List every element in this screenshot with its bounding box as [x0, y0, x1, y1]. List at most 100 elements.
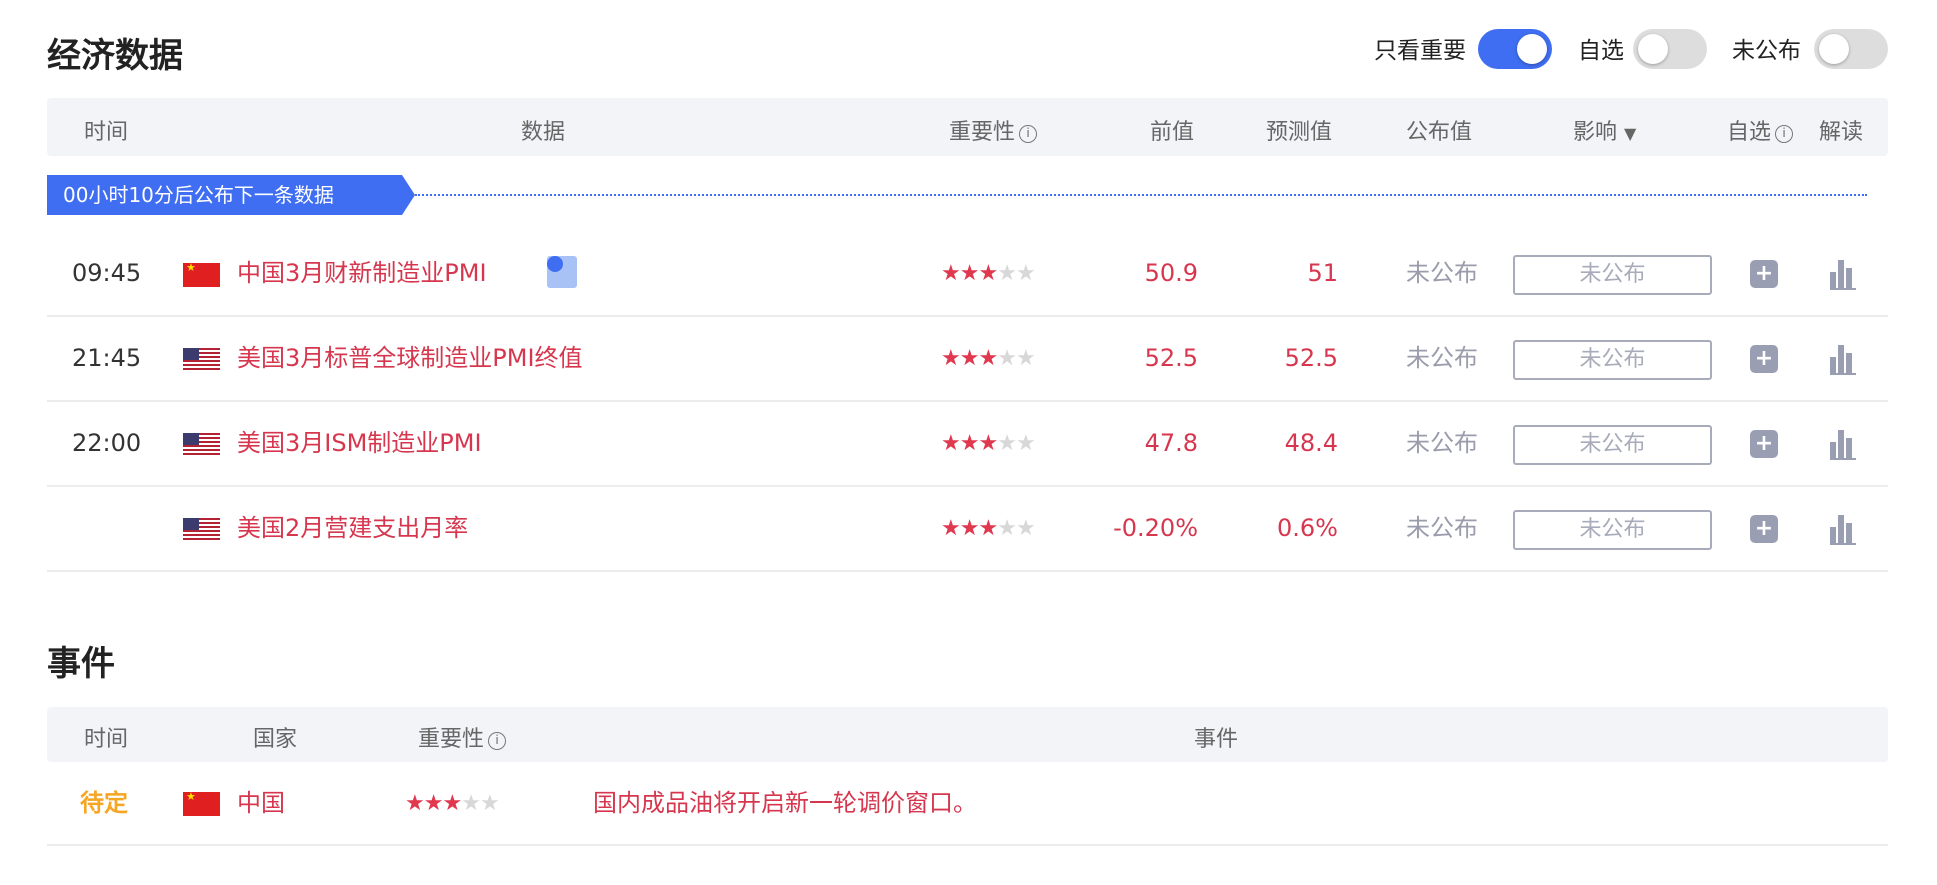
star-icon: ★ [1015, 431, 1036, 456]
data-row[interactable]: 22:00 美国3月ISM制造业PMI ★★★★★ 47.8 48.4 未公布 未公布 + [47, 402, 1888, 487]
star-icon: ★ [1015, 261, 1036, 286]
header-data: 数据 [521, 120, 566, 145]
star-icon: ★ [941, 431, 961, 456]
actual-value: 未公布 [1406, 259, 1478, 287]
star-icon: ★ [442, 791, 462, 816]
star-icon: ★ [997, 516, 1017, 541]
watchlist-toggle[interactable] [1633, 29, 1707, 69]
star-icon: ★ [978, 261, 998, 286]
unreleased-toggle[interactable] [1814, 29, 1888, 69]
previous-value: 50.9 [1144, 259, 1198, 287]
event-country: 中国 [237, 789, 285, 817]
indicator-name[interactable]: 美国3月标普全球制造业PMI终值 [237, 344, 583, 372]
header-importance: 重要性 i [418, 721, 507, 753]
important-only-label: 只看重要 [1374, 38, 1466, 64]
star-icon: ★ [941, 261, 961, 286]
star-icon: ★ [479, 791, 500, 816]
forecast-value: 51 [1307, 259, 1338, 287]
add-watchlist-button[interactable]: + [1750, 260, 1778, 288]
caret-down-icon: ▼ [1624, 124, 1637, 143]
events-table-header: 时间 国家 重要性 i 事件 [47, 707, 1888, 762]
usa-flag-icon [183, 348, 220, 372]
event-time: 待定 [80, 789, 128, 817]
star-icon: ★ [1015, 346, 1036, 371]
add-watchlist-button[interactable]: + [1750, 515, 1778, 543]
actual-value: 未公布 [1406, 344, 1478, 372]
impact-box: 未公布 [1513, 425, 1712, 465]
add-watchlist-button[interactable]: + [1750, 345, 1778, 373]
china-flag-icon [183, 790, 220, 816]
header-analysis: 解读 [1819, 120, 1864, 145]
star-icon: ★ [461, 791, 481, 816]
usa-flag-icon [183, 518, 220, 542]
release-time: 09:45 [72, 259, 142, 287]
add-watchlist-button[interactable]: + [1750, 430, 1778, 458]
star-icon: ★ [959, 516, 980, 541]
header-impact[interactable]: 影响 ▼ [1573, 120, 1637, 145]
star-icon: ★ [978, 431, 998, 456]
previous-value: 47.8 [1144, 429, 1198, 457]
china-flag-icon [183, 261, 220, 287]
bar-chart-icon[interactable] [1830, 430, 1856, 460]
star-icon: ★ [423, 791, 444, 816]
indicator-name[interactable]: 中国3月财新制造业PMI [237, 259, 487, 287]
previous-value: 52.5 [1144, 344, 1198, 372]
info-icon[interactable]: i [488, 732, 507, 750]
indicator-name[interactable]: 美国3月ISM制造业PMI [237, 429, 482, 457]
economic-table-header: 时间 数据 重要性 i 前值 预测值 公布值 影响 ▼ 自选 i 解读 [47, 98, 1888, 156]
release-time: 22:00 [72, 429, 142, 457]
header-previous: 前值 [1150, 120, 1195, 145]
importance-stars: ★★★★★ [941, 232, 1036, 315]
event-text[interactable]: 国内成品油将开启新一轮调价窗口。 [593, 789, 977, 817]
forecast-value: 48.4 [1284, 429, 1338, 457]
star-icon: ★ [941, 346, 961, 371]
header-time: 时间 [84, 727, 129, 752]
star-icon: ★ [997, 261, 1017, 286]
previous-value: -0.20% [1113, 514, 1198, 542]
data-row[interactable]: 美国2月营建支出月率 ★★★★★ -0.20% 0.6% 未公布 未公布 + [47, 487, 1888, 572]
impact-box: 未公布 [1513, 340, 1712, 380]
star-icon: ★ [978, 346, 998, 371]
star-icon: ★ [959, 261, 980, 286]
header-forecast: 预测值 [1266, 120, 1333, 145]
importance-stars: ★★★★★ [941, 402, 1036, 485]
header-importance: 重要性 i [949, 114, 1038, 146]
impact-box: 未公布 [1513, 510, 1712, 550]
header-actual: 公布值 [1406, 120, 1473, 145]
bar-chart-icon[interactable] [1830, 515, 1856, 545]
event-row[interactable]: 待定 中国 ★★★★★ 国内成品油将开启新一轮调价窗口。 [47, 762, 1888, 846]
star-icon: ★ [997, 346, 1017, 371]
forecast-value: 52.5 [1284, 344, 1338, 372]
usa-flag-icon [183, 433, 220, 457]
info-icon[interactable]: i [1019, 125, 1038, 143]
actual-value: 未公布 [1406, 514, 1478, 542]
unreleased-label: 未公布 [1732, 38, 1801, 64]
actual-value: 未公布 [1406, 429, 1478, 457]
star-icon: ★ [997, 431, 1017, 456]
header-country: 国家 [253, 727, 298, 752]
timeline-divider [415, 194, 1867, 196]
indicator-name[interactable]: 美国2月营建支出月率 [237, 514, 469, 542]
data-row[interactable]: 21:45 美国3月标普全球制造业PMI终值 ★★★★★ 52.5 52.5 未公布 未公布… [47, 317, 1888, 402]
bar-chart-icon[interactable] [1830, 345, 1856, 375]
header-watch: 自选 i [1727, 114, 1794, 146]
impact-box: 未公布 [1513, 255, 1712, 295]
important-only-toggle[interactable] [1478, 29, 1552, 69]
forecast-value: 0.6% [1277, 514, 1338, 542]
star-icon: ★ [941, 516, 961, 541]
star-icon: ★ [405, 791, 425, 816]
header-time: 时间 [84, 120, 129, 145]
importance-stars: ★★★★★ [941, 317, 1036, 400]
economic-data-title: 经济数据 [47, 36, 183, 76]
video-analysis-icon[interactable] [547, 256, 577, 288]
release-time: 21:45 [72, 344, 142, 372]
star-icon: ★ [959, 346, 980, 371]
star-icon: ★ [1015, 516, 1036, 541]
next-release-banner: 00小时10分后公布下一条数据 [47, 175, 415, 215]
events-title: 事件 [47, 644, 115, 684]
info-icon[interactable]: i [1775, 125, 1794, 143]
importance-stars: ★★★★★ [405, 762, 500, 845]
star-icon: ★ [978, 516, 998, 541]
bar-chart-icon[interactable] [1830, 260, 1856, 290]
